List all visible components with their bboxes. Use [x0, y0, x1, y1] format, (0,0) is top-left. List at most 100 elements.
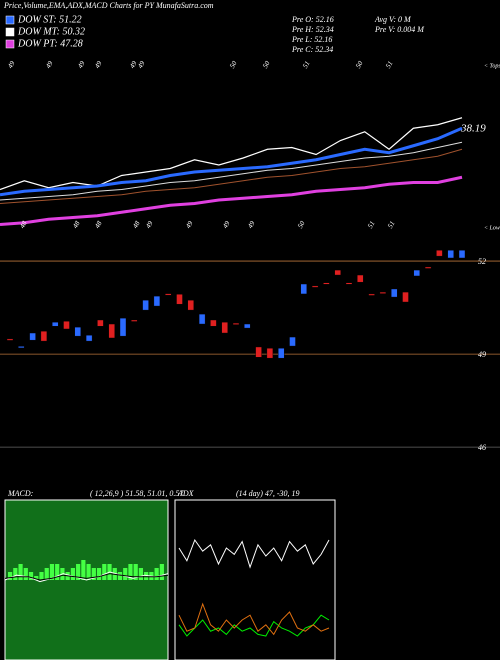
panel-title: ADX — [177, 489, 195, 498]
line — [178, 602, 330, 636]
top-label: 50 — [354, 59, 365, 69]
candle — [119, 317, 127, 337]
low-label: 50 — [296, 219, 307, 229]
legend-swatch — [5, 27, 15, 37]
candle — [255, 346, 262, 358]
low-label: 49 — [144, 219, 155, 229]
top-label: 50 — [261, 59, 272, 69]
histogram-bar — [144, 572, 149, 580]
candle — [74, 326, 82, 337]
stat: Pre L: 52.16 — [291, 35, 332, 44]
top-label: 49 — [136, 59, 147, 69]
candle — [391, 288, 398, 298]
y-tick-label: 49 — [478, 350, 486, 359]
candle — [6, 338, 14, 341]
histogram-bar — [70, 568, 75, 580]
candle — [131, 319, 138, 322]
panel-title: MACD: — [7, 489, 34, 498]
line — [0, 117, 463, 191]
candle — [210, 319, 217, 327]
candle — [198, 313, 206, 325]
low-label: 49 — [184, 219, 195, 229]
panel-params: (14 day) 47, -30, 19 — [236, 489, 300, 498]
histogram-bar — [102, 564, 107, 580]
line — [0, 148, 463, 204]
panel-params: ( 12,26,9 ) 51.58, 51.01, 0.57 — [90, 489, 184, 498]
top-label: 49 — [128, 59, 139, 69]
line — [0, 175, 463, 226]
last-value: 38.19 — [460, 123, 486, 135]
top-label: 50 — [228, 59, 239, 69]
candle — [300, 283, 307, 295]
low-label: 51 — [386, 220, 396, 230]
legend-swatch — [5, 39, 15, 49]
candle — [458, 250, 466, 259]
histogram-bar — [13, 568, 18, 580]
histogram-bar — [76, 564, 81, 580]
histogram-bar — [39, 572, 44, 580]
low-label: 51 — [366, 220, 376, 230]
histogram-bar — [96, 568, 102, 580]
low-label: 49 — [221, 219, 232, 229]
histogram-bar — [138, 568, 144, 580]
candle — [278, 348, 285, 359]
stat: Avg V: 0 M — [374, 15, 412, 24]
line — [0, 126, 463, 197]
candle — [164, 293, 172, 296]
y-tick-label: 52 — [478, 257, 486, 266]
candle — [63, 321, 70, 330]
candle — [40, 330, 48, 342]
candle — [289, 336, 296, 347]
histogram-bar — [81, 560, 86, 580]
candle — [436, 250, 443, 257]
candle — [311, 285, 319, 288]
top-label: 49 — [76, 59, 87, 69]
panel — [174, 499, 336, 660]
low-label: 49 — [246, 219, 257, 229]
top-label: 49 — [6, 59, 17, 69]
candle — [142, 299, 149, 311]
legend-label: DOW MT: 50.32 — [17, 26, 85, 37]
histogram-bar — [34, 576, 39, 580]
legend-label: DOW PT: 47.28 — [17, 38, 83, 49]
top-label: 49 — [93, 59, 104, 69]
legend-label: DOW ST: 51.22 — [17, 14, 82, 25]
stat: Pre V: 0.004 M — [374, 25, 425, 34]
candle — [379, 291, 387, 294]
histogram-bar — [91, 568, 96, 580]
histogram-bar — [23, 568, 28, 580]
chart-title: Price,Volume,EMA,ADX,MACD Charts for PY … — [3, 1, 214, 10]
candle — [85, 334, 93, 342]
histogram-bar — [117, 572, 123, 580]
histogram-bar — [44, 568, 49, 580]
y-tick-label: 46 — [478, 443, 486, 452]
candle — [244, 323, 251, 329]
candle — [334, 269, 341, 276]
candle — [176, 294, 183, 305]
candle — [357, 274, 364, 283]
candle — [323, 282, 330, 285]
line — [178, 538, 330, 569]
legend-swatch — [5, 15, 15, 25]
tops-label: < Tops — [484, 63, 500, 69]
line — [4, 573, 169, 581]
top-label: 51 — [301, 60, 311, 70]
stat: Pre O: 52.16 — [291, 15, 334, 24]
candle — [402, 291, 409, 303]
candle — [97, 319, 104, 327]
histogram-bar — [49, 564, 55, 580]
candle — [413, 269, 420, 277]
histogram-bar — [18, 564, 23, 580]
candle — [108, 323, 115, 339]
candle — [345, 282, 353, 285]
stat: Pre H: 52.34 — [291, 25, 334, 34]
histogram-bar — [154, 568, 159, 580]
histogram-bar — [86, 564, 91, 580]
top-label: 51 — [384, 60, 394, 70]
histogram-bar — [8, 572, 13, 580]
candle — [153, 295, 161, 307]
low-label: 48 — [93, 219, 104, 229]
low-label: 48 — [131, 219, 142, 229]
candle — [52, 321, 59, 327]
